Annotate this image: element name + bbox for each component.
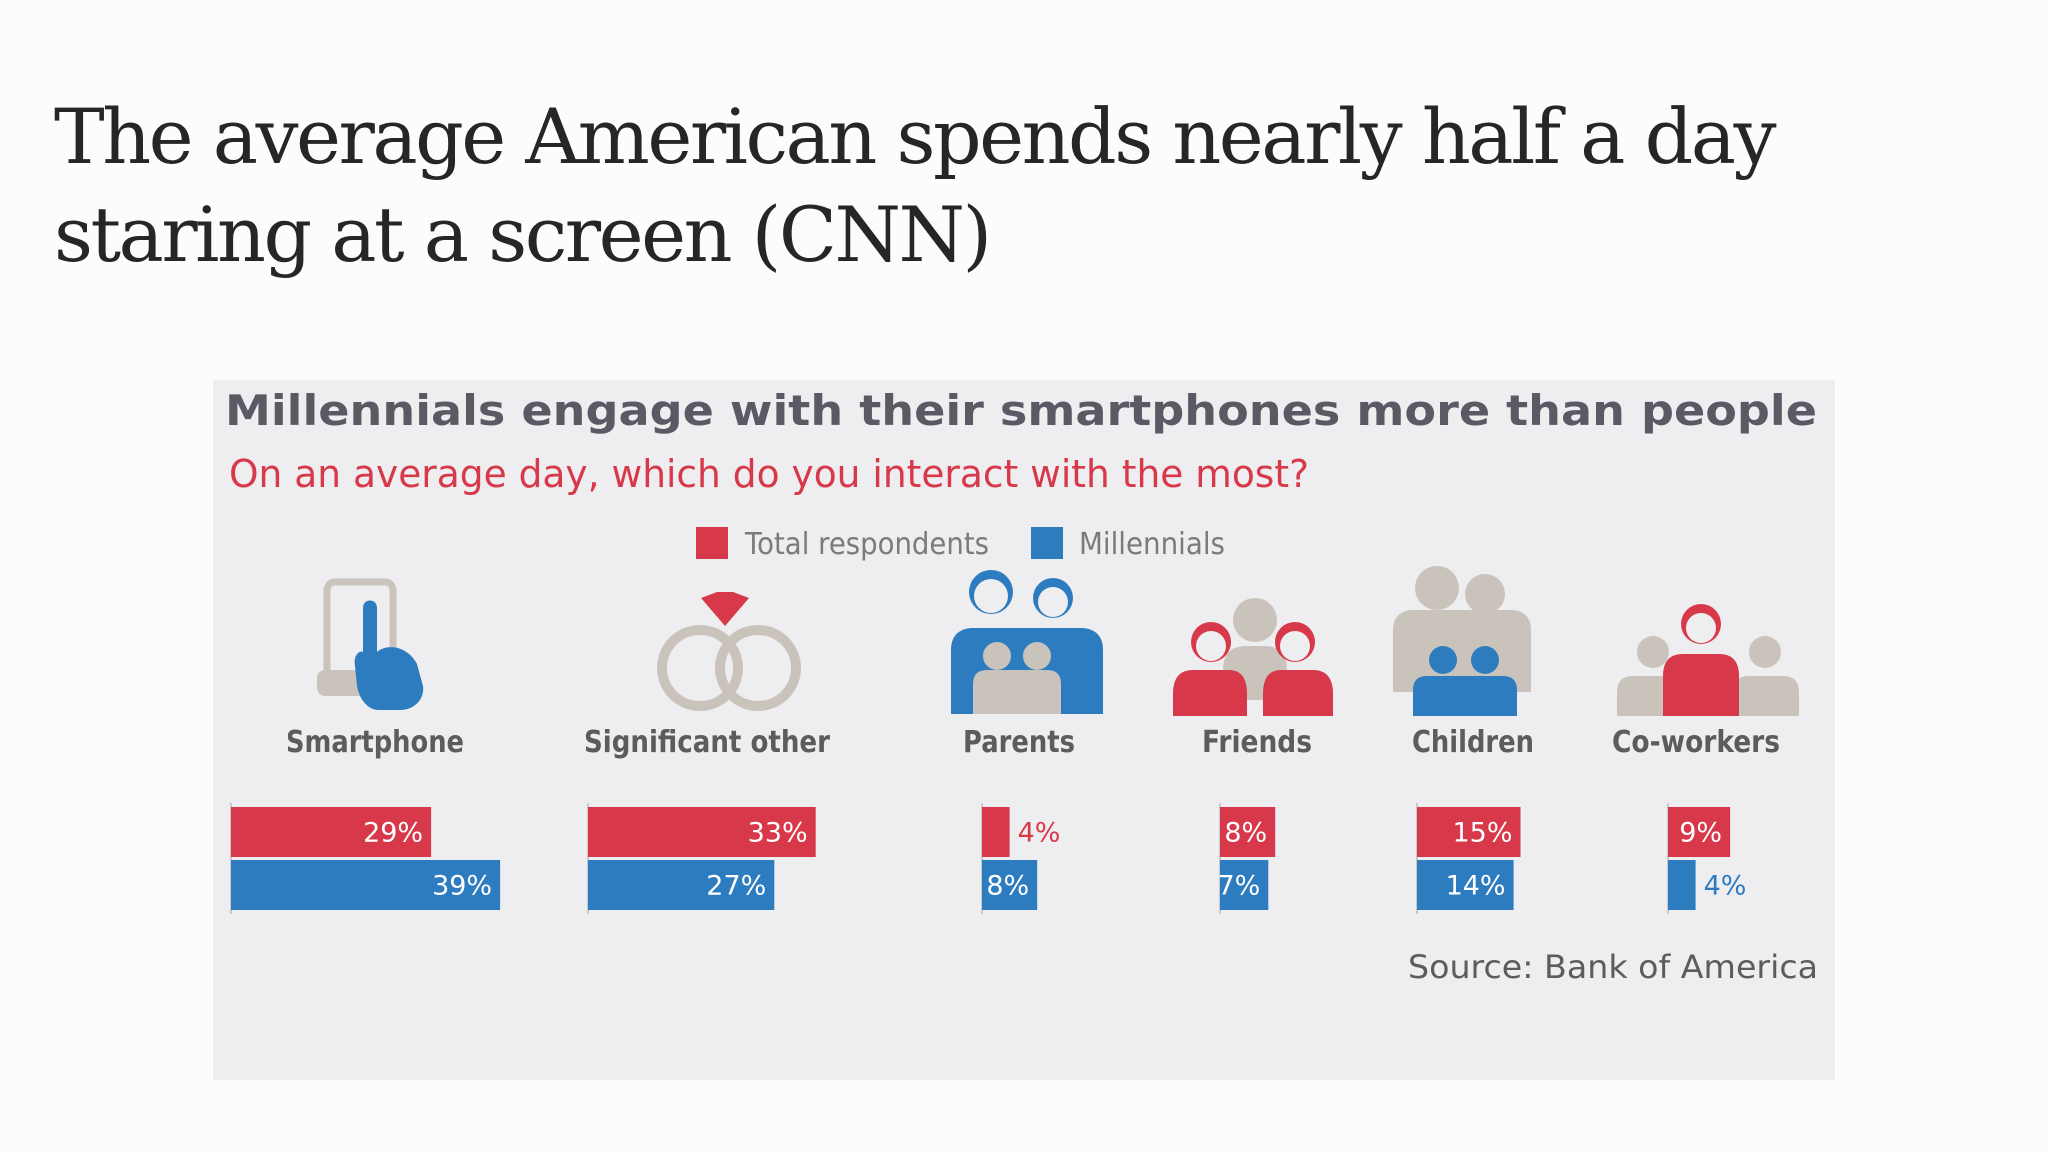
category-label-significant-other: Significant other: [584, 725, 830, 760]
bar-label-total-respondents-friends: 8%: [1224, 818, 1267, 849]
bar-label-millennials-parents: 8%: [986, 871, 1029, 902]
legend-swatch-millennials: [1031, 527, 1063, 559]
category-label-parents: Parents: [963, 725, 1075, 760]
coworkers-icon: [1617, 604, 1799, 716]
legend: Total respondents Millennials: [696, 527, 1225, 562]
bar-label-millennials-co-workers: 4%: [1704, 871, 1747, 902]
bar-millennials-co-workers: [1668, 860, 1696, 910]
bar-label-millennials-children: 14%: [1446, 871, 1506, 902]
bar-total-respondents-parents: [982, 807, 1010, 857]
bar-label-total-respondents-co-workers: 9%: [1679, 818, 1722, 849]
category-label-children: Children: [1412, 725, 1534, 760]
legend-label-total: Total respondents: [744, 527, 989, 562]
rings-icon: [657, 592, 801, 711]
bar-total-respondents-co-workers: [1668, 807, 1731, 857]
bar-label-total-respondents-parents: 4%: [1018, 818, 1061, 849]
parents-icon: [951, 570, 1103, 714]
chart-source: Source: Bank of America: [1408, 948, 1818, 986]
chart-title: Millennials engage with their smartphone…: [225, 386, 1817, 435]
bar-total-respondents-friends: [1220, 807, 1276, 857]
page-headline: The average American spends nearly half …: [54, 92, 1777, 279]
bar-label-millennials-friends: 7%: [1217, 871, 1260, 902]
children-icon: [1393, 566, 1531, 716]
chart-subtitle: On an average day, which do you interact…: [229, 452, 1309, 496]
category-label-friends: Friends: [1202, 725, 1312, 760]
legend-label-millennials: Millennials: [1079, 527, 1225, 562]
bar-millennials-significant-other: [588, 860, 775, 910]
bar-total-respondents-smartphone: [231, 807, 432, 857]
category-label-smartphone: Smartphone: [286, 725, 464, 760]
bar-millennials-children: [1417, 860, 1514, 910]
bar-millennials-parents: [982, 860, 1038, 910]
infographic: Millennials engage with their smartphone…: [213, 380, 1835, 1080]
bar-millennials-smartphone: [231, 860, 501, 910]
chart: Millennials engage with their smartphone…: [225, 386, 1818, 986]
bar-total-respondents-children: [1417, 807, 1521, 857]
bar-millennials-friends: [1220, 860, 1269, 910]
bar-label-millennials-significant-other: 27%: [706, 871, 766, 902]
bar-groups: 29% 39% 33% 27% 4% 8% 8% 7% 15% 14% 9% 4%: [230, 803, 1747, 914]
bar-label-total-respondents-smartphone: 29%: [363, 818, 423, 849]
bar-label-total-respondents-significant-other: 33%: [748, 818, 808, 849]
bar-label-total-respondents-children: 15%: [1452, 818, 1512, 849]
legend-swatch-total: [696, 527, 728, 559]
friends-icon: [1173, 598, 1333, 716]
bar-label-millennials-smartphone: 39%: [432, 871, 492, 902]
smartphone-icon: [317, 578, 424, 710]
bar-total-respondents-significant-other: [588, 807, 816, 857]
category-label-coworkers: Co-workers: [1612, 725, 1780, 760]
